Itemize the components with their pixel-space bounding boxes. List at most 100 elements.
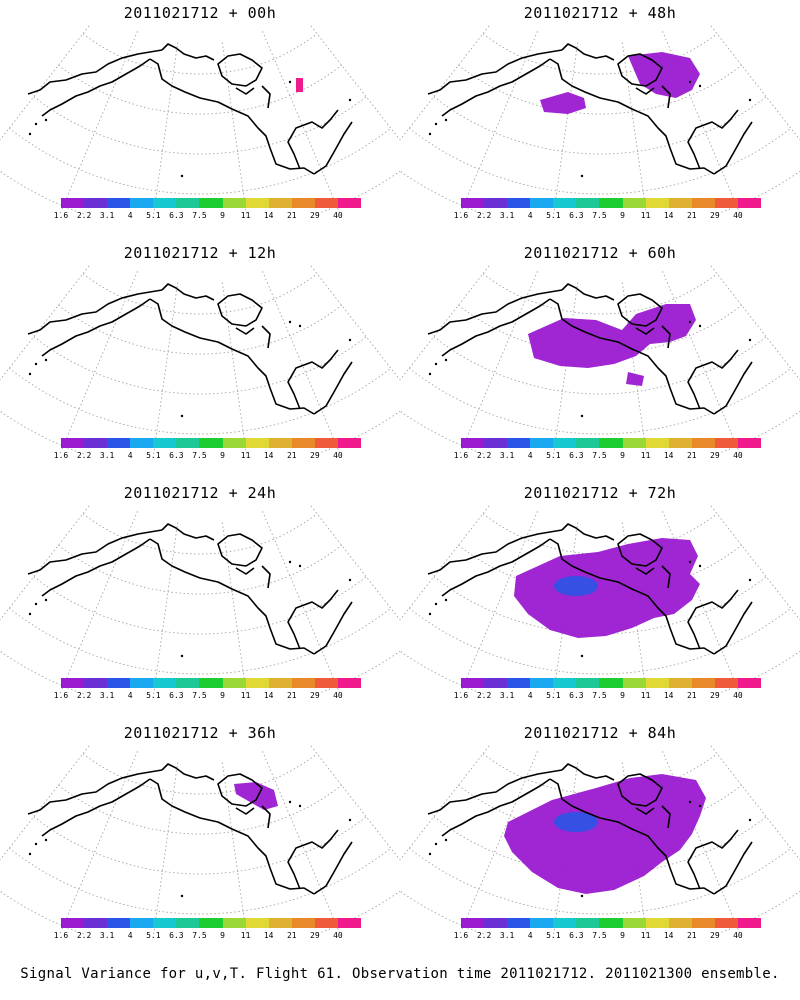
colorbar-swatch bbox=[337, 678, 362, 688]
island bbox=[28, 852, 32, 856]
coastline bbox=[561, 283, 615, 301]
meridian-line bbox=[400, 24, 492, 141]
island bbox=[298, 804, 302, 808]
colorbar-swatch bbox=[507, 438, 531, 448]
coastline bbox=[27, 769, 163, 815]
variance-region bbox=[504, 774, 706, 894]
map-panel-24h: 2011021712 + 24h 1.6 2.2 3.1 4 5.1 6.3 7.5 9 11 1… bbox=[0, 480, 400, 725]
colorbar-swatch bbox=[84, 198, 108, 208]
colorbar-swatch bbox=[622, 438, 647, 448]
colorbar-tick-label: 5.1 bbox=[146, 691, 161, 700]
meridian-line bbox=[59, 751, 138, 934]
variance-core bbox=[554, 812, 598, 832]
panel-title: 2011021712 + 24h bbox=[123, 484, 277, 502]
coastline bbox=[287, 829, 339, 890]
coastline bbox=[149, 58, 315, 175]
colorbar-tick-label: 29 bbox=[710, 211, 720, 220]
colorbar-swatch bbox=[553, 678, 577, 688]
colorbar-swatch bbox=[245, 678, 270, 688]
colorbar-tick-label: 4 bbox=[127, 211, 133, 220]
variance-region bbox=[626, 372, 644, 386]
map-canvas bbox=[400, 504, 800, 694]
coastline bbox=[217, 293, 263, 327]
panel-title: 2011021712 + 36h bbox=[123, 724, 277, 742]
colorbar-swatch bbox=[484, 678, 508, 688]
coastline bbox=[441, 778, 551, 837]
coastline bbox=[149, 778, 315, 895]
colorbar-tick-label: 21 bbox=[286, 931, 297, 940]
colorbar-swatch bbox=[84, 678, 108, 688]
colorbar-tick-label: 14 bbox=[263, 451, 274, 460]
colorbar-tick-label: 21 bbox=[686, 451, 697, 460]
latitude-circle bbox=[58, 784, 342, 835]
coastline bbox=[713, 841, 753, 895]
colorbar-swatch bbox=[645, 198, 670, 208]
coastline bbox=[27, 49, 163, 95]
map-panel-00h: 2011021712 + 00h 1.6 2.2 3.1 4 5.1 6.3 7.5 9 11 1… bbox=[0, 0, 400, 245]
latitude-circle bbox=[8, 607, 392, 675]
coastline bbox=[549, 538, 715, 655]
colorbar-swatch bbox=[461, 678, 485, 688]
island bbox=[580, 174, 584, 178]
coastline bbox=[687, 589, 739, 650]
panel-title: 2011021712 + 60h bbox=[523, 244, 677, 262]
colorbar-swatch bbox=[714, 438, 739, 448]
colorbar-tick-label: 1.6 bbox=[53, 211, 69, 220]
coastline bbox=[313, 841, 353, 895]
latitude-circle bbox=[8, 127, 392, 195]
island bbox=[180, 414, 184, 418]
colorbar-tick-label: 9 bbox=[620, 211, 625, 220]
colorbar-swatch bbox=[268, 198, 293, 208]
map-panel-60h: 2011021712 + 60h 1.6 2.2 3.1 4 5.1 6.3 7.5 9 11 1… bbox=[400, 240, 800, 485]
coastline bbox=[561, 763, 615, 781]
figure-caption: Signal Variance for u,v,T. Flight 61. Ob… bbox=[20, 966, 780, 982]
meridian-line bbox=[553, 282, 579, 454]
coastline bbox=[27, 529, 163, 575]
island bbox=[698, 84, 702, 88]
coastline bbox=[261, 565, 271, 589]
colorbar-tick-label: 9 bbox=[220, 451, 225, 460]
variance-region bbox=[514, 538, 700, 638]
island bbox=[44, 838, 48, 842]
colorbar-tick-label: 40 bbox=[733, 211, 743, 220]
colorbar-swatch bbox=[268, 438, 293, 448]
island bbox=[444, 118, 448, 122]
colorbar-tick-label: 5.1 bbox=[546, 691, 561, 700]
colorbar-tick-label: 7.5 bbox=[592, 931, 607, 940]
island bbox=[428, 852, 432, 856]
colorbar-swatch bbox=[222, 918, 247, 928]
map-canvas bbox=[0, 504, 400, 694]
island bbox=[444, 358, 448, 362]
colorbar-swatch bbox=[130, 198, 154, 208]
coastline bbox=[549, 778, 715, 895]
colorbar-tick-label: 5.1 bbox=[546, 211, 561, 220]
coastline bbox=[635, 567, 655, 575]
island bbox=[44, 358, 48, 362]
colorbar-tick-label: 7.5 bbox=[192, 451, 207, 460]
meridian-line bbox=[708, 24, 800, 141]
colorbar-tick-label: 6.3 bbox=[169, 691, 184, 700]
map-panel-48h: 2011021712 + 48h 1.6 2.2 3.1 4 5.1 6.3 7.5 9 11 1… bbox=[400, 0, 800, 245]
meridian-line bbox=[400, 504, 492, 621]
island bbox=[748, 338, 752, 342]
map-canvas bbox=[0, 24, 400, 214]
colorbar-swatch bbox=[484, 918, 508, 928]
coastline bbox=[661, 805, 671, 829]
colorbar-swatch bbox=[291, 198, 316, 208]
colorbar-tick-label: 9 bbox=[620, 931, 625, 940]
colorbar-tick-label: 6.3 bbox=[169, 451, 184, 460]
island bbox=[444, 598, 448, 602]
coastline bbox=[713, 361, 753, 415]
colorbar-tick-label: 6.3 bbox=[169, 211, 184, 220]
coastline bbox=[149, 538, 315, 655]
colorbar-swatch bbox=[84, 918, 108, 928]
coastline bbox=[287, 109, 339, 170]
colorbar-swatch bbox=[153, 438, 177, 448]
colorbar-swatch bbox=[530, 918, 554, 928]
colorbar-tick-label: 29 bbox=[310, 691, 320, 700]
colorbar-swatch bbox=[737, 198, 762, 208]
island bbox=[288, 80, 292, 84]
island bbox=[288, 320, 292, 324]
latitude-circle bbox=[0, 890, 400, 934]
island bbox=[748, 98, 752, 102]
